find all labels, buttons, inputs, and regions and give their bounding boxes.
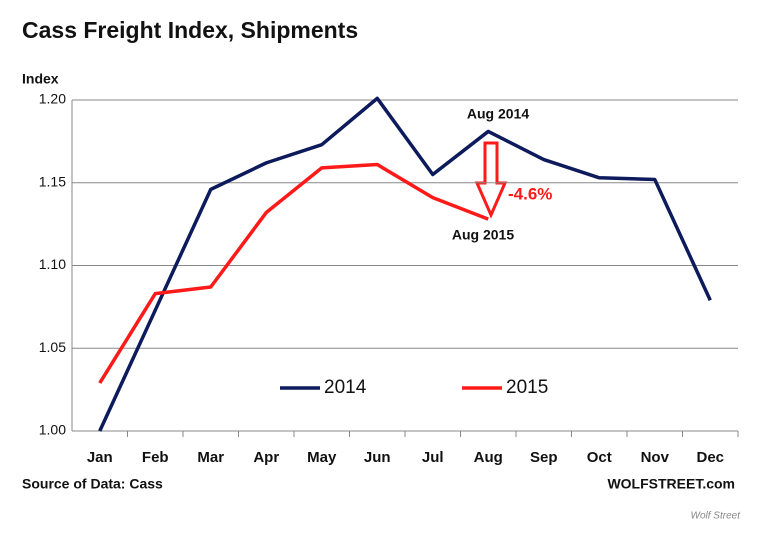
x-tick-label: Mar [197, 449, 224, 466]
x-tick-label: Dec [696, 449, 724, 466]
annotation: Aug 2014 [467, 106, 529, 122]
legend-label: 2014 [324, 377, 367, 398]
y-tick-label: 1.10 [39, 256, 66, 272]
source: Source of Data: Cass [22, 476, 163, 492]
x-tick-label: Nov [641, 449, 670, 466]
x-tick-label: Jul [422, 449, 444, 466]
legend-label: 2015 [506, 377, 548, 398]
y-tick-label: 1.05 [39, 339, 66, 355]
chart-title: Cass Freight Index, Shipments [22, 17, 358, 43]
annotation: -4.6% [508, 184, 552, 203]
y-tick-label: 1.00 [39, 422, 66, 438]
change-arrow [474, 141, 508, 219]
series-line [98, 162, 489, 384]
x-tick-label: Apr [253, 449, 279, 466]
x-tick-label: Feb [142, 449, 169, 466]
x-tick-label: Jun [364, 449, 391, 466]
x-tick-label: Aug [474, 449, 503, 466]
x-tick-label: Oct [587, 449, 612, 466]
watermark: Wolf Street [691, 511, 742, 522]
x-tick-label: Sep [530, 449, 558, 466]
x-tick-label: Jan [87, 449, 113, 466]
series-line [98, 96, 712, 432]
y-axis-label: Index [22, 71, 59, 87]
x-tick-label: May [307, 449, 337, 466]
y-tick-label: 1.20 [39, 91, 66, 107]
credit: WOLFSTREET.com [607, 476, 735, 492]
y-tick-label: 1.15 [39, 173, 66, 189]
annotation: Aug 2015 [452, 227, 514, 243]
